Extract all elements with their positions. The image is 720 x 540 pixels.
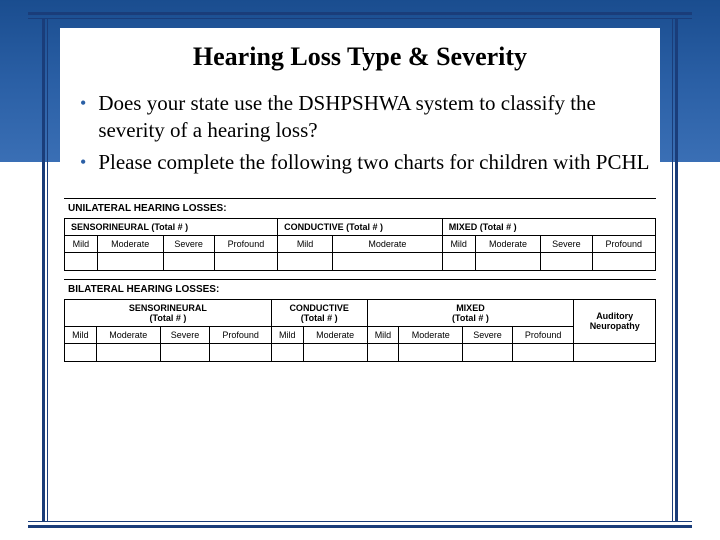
col-header: Severe — [163, 235, 214, 252]
tables-area: UNILATERAL HEARING LOSSES: SENSORINEURAL… — [60, 192, 660, 362]
group-header: CONDUCTIVE (Total # ) — [271, 299, 367, 326]
bullet-icon: • — [80, 149, 86, 176]
group-sub: (Total # ) — [150, 313, 187, 323]
data-cell — [65, 252, 98, 270]
group-label: Auditory — [596, 311, 633, 321]
bullet-item: • Does your state use the DSHPSHWA syste… — [80, 90, 650, 145]
table-row — [65, 252, 656, 270]
group-header: MIXED (Total # ) — [442, 218, 655, 235]
frame-left — [42, 18, 45, 522]
col-header: Moderate — [399, 326, 463, 343]
bullet-icon: • — [80, 90, 86, 117]
table-row: SENSORINEURAL (Total # ) CONDUCTIVE (Tot… — [65, 218, 656, 235]
table-row — [65, 343, 656, 361]
group-label: SENSORINEURAL — [129, 303, 207, 313]
bullet-text: Does your state use the DSHPSHWA system … — [98, 90, 650, 145]
data-cell — [163, 252, 214, 270]
col-header: Profound — [214, 235, 277, 252]
data-cell — [592, 252, 655, 270]
col-header: Profound — [512, 326, 574, 343]
data-cell — [65, 343, 97, 361]
col-header: Mild — [65, 326, 97, 343]
col-header: Profound — [210, 326, 272, 343]
group-label: CONDUCTIVE — [289, 303, 349, 313]
col-header: Mild — [442, 235, 475, 252]
table-row: Mild Moderate Severe Profound Mild Moder… — [65, 235, 656, 252]
data-cell — [97, 252, 163, 270]
data-cell — [512, 343, 574, 361]
col-header: Severe — [160, 326, 210, 343]
col-header: Severe — [541, 235, 592, 252]
table-row: Mild Moderate Severe Profound Mild Moder… — [65, 326, 656, 343]
table1-heading: UNILATERAL HEARING LOSSES: — [64, 198, 656, 218]
col-header: Severe — [463, 326, 513, 343]
frame-right — [675, 18, 678, 522]
data-cell — [303, 343, 367, 361]
data-cell — [574, 343, 656, 361]
group-sub: Neuropathy — [590, 321, 640, 331]
data-cell — [333, 252, 443, 270]
data-cell — [442, 252, 475, 270]
col-header: Moderate — [333, 235, 443, 252]
table-row: SENSORINEURAL (Total # ) CONDUCTIVE (Tot… — [65, 299, 656, 326]
group-sub: (Total # ) — [301, 313, 338, 323]
data-cell — [214, 252, 277, 270]
slide-title: Hearing Loss Type & Severity — [60, 28, 660, 90]
col-header: Mild — [367, 326, 399, 343]
slide-content: Hearing Loss Type & Severity • Does your… — [60, 28, 660, 512]
table-bilateral: SENSORINEURAL (Total # ) CONDUCTIVE (Tot… — [64, 299, 656, 362]
col-header: Moderate — [97, 235, 163, 252]
data-cell — [541, 252, 592, 270]
group-sub: (Total # ) — [452, 313, 489, 323]
data-cell — [367, 343, 399, 361]
col-header: Mild — [65, 235, 98, 252]
data-cell — [96, 343, 160, 361]
group-header: CONDUCTIVE (Total # ) — [278, 218, 443, 235]
group-header: SENSORINEURAL (Total # ) — [65, 299, 272, 326]
col-header: Mild — [271, 326, 303, 343]
group-header: SENSORINEURAL (Total # ) — [65, 218, 278, 235]
table-unilateral: SENSORINEURAL (Total # ) CONDUCTIVE (Tot… — [64, 218, 656, 271]
col-header: Moderate — [475, 235, 541, 252]
group-header: MIXED (Total # ) — [367, 299, 574, 326]
group-header: Auditory Neuropathy — [574, 299, 656, 343]
data-cell — [399, 343, 463, 361]
data-cell — [475, 252, 541, 270]
table2-heading: BILATERAL HEARING LOSSES: — [64, 279, 656, 299]
col-header: Moderate — [96, 326, 160, 343]
bullet-text: Please complete the following two charts… — [98, 149, 649, 176]
col-header: Moderate — [303, 326, 367, 343]
data-cell — [210, 343, 272, 361]
group-label: MIXED — [456, 303, 485, 313]
col-header: Profound — [592, 235, 655, 252]
data-cell — [271, 343, 303, 361]
data-cell — [463, 343, 513, 361]
col-header: Mild — [278, 235, 333, 252]
data-cell — [160, 343, 210, 361]
data-cell — [278, 252, 333, 270]
bullet-list: • Does your state use the DSHPSHWA syste… — [60, 90, 660, 192]
bullet-item: • Please complete the following two char… — [80, 149, 650, 176]
